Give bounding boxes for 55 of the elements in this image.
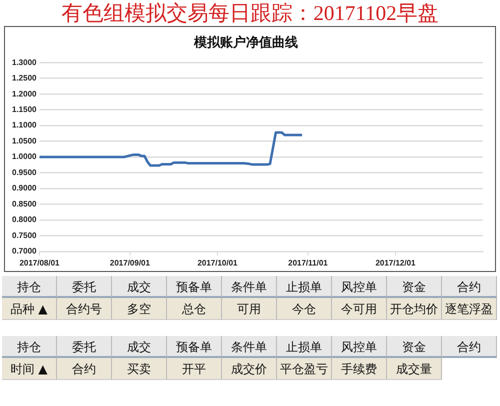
x-tick-label: 2017/12/01 [375, 258, 416, 268]
y-tick-label: 1.0000 [12, 152, 38, 162]
text: 委托 [57, 276, 112, 298]
chart-subtitle: 模拟账户净值曲线 [193, 34, 298, 50]
x-tick-label: 2017/09/01 [110, 258, 150, 268]
x-tick-label: 2017/11/01 [288, 258, 328, 268]
text: 买卖 [112, 358, 167, 380]
text: 平仓盈亏 [277, 358, 332, 380]
y-tick-label: 0.8000 [12, 215, 38, 224]
text: 总仓 [167, 298, 222, 320]
text: 资金 [387, 336, 442, 358]
text: 委托 [57, 336, 112, 358]
text: 开仓均价 [387, 298, 442, 320]
text: 合约号 [57, 298, 112, 320]
text: 条件单 [222, 336, 277, 358]
y-tick-label: 1.0500 [12, 136, 38, 146]
text: 合约 [57, 358, 112, 380]
y-tick-label: 1.1000 [12, 120, 38, 130]
text: 成交量 [387, 358, 442, 380]
text: 条件单 [222, 276, 277, 298]
text: 止损单 [277, 276, 332, 298]
text: 今仓 [277, 298, 332, 320]
text: 今可用 [332, 298, 387, 320]
text: 合约 [442, 336, 497, 358]
text: 预备单 [167, 276, 222, 298]
y-tick-label: 1.2000 [12, 89, 38, 98]
text: 持仓 [2, 336, 57, 358]
y-tick-label: 1.2500 [12, 74, 38, 83]
y-tick-label: 0.8500 [12, 199, 38, 208]
y-tick-label: 0.9500 [12, 168, 38, 177]
x-tick-label: 2017/10/01 [197, 258, 238, 268]
y-tick-label: 0.9000 [12, 184, 38, 193]
text: 风控单 [332, 276, 387, 298]
y-tick-label: 0.7500 [12, 230, 38, 240]
text: 逐笔浮盈 [442, 298, 497, 320]
text: 多空 [112, 298, 167, 320]
text: 合约 [442, 276, 497, 298]
y-tick-label: 1.3000 [12, 58, 38, 67]
text: 成交 [112, 276, 167, 298]
text: 止损单 [277, 336, 332, 358]
y-tick-label: 0.7000 [12, 246, 38, 256]
text: 成交 [112, 336, 167, 358]
text: 成交价 [222, 358, 277, 380]
text: 持仓 [2, 276, 57, 298]
text: 开平 [167, 358, 222, 380]
text: 可用 [222, 298, 277, 320]
y-tick-label: 1.1500 [12, 105, 38, 114]
text: 品种 ▲ [2, 298, 57, 320]
x-tick-label: 2017/08/01 [19, 258, 60, 268]
chart-title: 有色组模拟交易每日跟踪：20171102早盘 [60, 0, 440, 26]
text: 预备单 [167, 336, 222, 358]
text: 风控单 [332, 336, 387, 358]
text: 时间 ▲ [2, 358, 57, 380]
text: 手续费 [332, 358, 387, 380]
text: 资金 [387, 276, 442, 298]
